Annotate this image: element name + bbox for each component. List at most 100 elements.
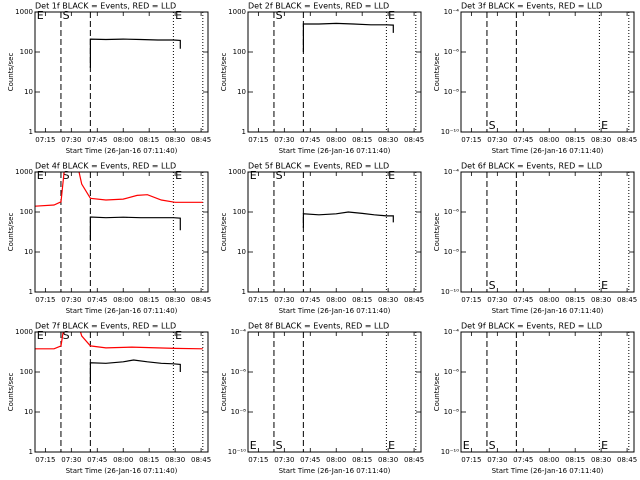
x-tick-label: 07:15 — [461, 296, 481, 304]
x-tick-label: 07:45 — [87, 296, 107, 304]
x-tick-label: 07:30 — [61, 136, 81, 144]
x-tick-label: 08:15 — [139, 456, 159, 464]
x-tick-label: 07:45 — [300, 456, 320, 464]
panel: Det 9f BLACK = Events, RED = LLD Start Ti… — [433, 322, 637, 476]
annotation: E — [175, 329, 182, 342]
x-tick-label: 08:15 — [565, 456, 585, 464]
x-tick-label: 08:00 — [539, 456, 559, 464]
y-axis-label: Counts/sec — [7, 213, 15, 252]
annotation: E — [250, 169, 257, 182]
x-tick-label: 07:15 — [248, 136, 268, 144]
y-tick-label: 10⁻¹⁰ — [441, 288, 459, 296]
annotation: S — [63, 329, 70, 342]
x-tick-label: 08:15 — [139, 136, 159, 144]
y-tick-label: 10⁻⁶ — [231, 368, 247, 376]
x-tick-label: 08:15 — [352, 296, 372, 304]
x-tick-label: 08:45 — [617, 456, 637, 464]
x-tick-label: 07:30 — [274, 296, 294, 304]
y-axis-label: Counts/sec — [220, 373, 228, 412]
x-tick-label: 08:15 — [565, 296, 585, 304]
x-tick-label: 07:45 — [87, 136, 107, 144]
x-tick-label: 07:30 — [487, 456, 507, 464]
y-axis-label: Counts/sec — [433, 53, 441, 92]
x-tick-label: 08:00 — [326, 456, 346, 464]
x-axis-label: Start Time (26-Jan-16 07:11:40) — [492, 467, 604, 475]
panel: Det 8f BLACK = Events, RED = LLD Start Ti… — [220, 322, 424, 476]
plot-frame — [460, 171, 635, 293]
panel: Det 7f BLACK = Events, RED = LLD Start Ti… — [7, 322, 211, 476]
series-line — [35, 172, 203, 207]
x-tick-label: 07:30 — [274, 136, 294, 144]
x-tick-label: 08:30 — [165, 456, 185, 464]
x-tick-label: 08:15 — [139, 296, 159, 304]
x-tick-label: 08:00 — [539, 296, 559, 304]
x-tick-label: 08:30 — [591, 296, 611, 304]
x-tick-label: 07:30 — [487, 296, 507, 304]
y-axis-label: Counts/sec — [7, 373, 15, 412]
y-axis-label: Counts/sec — [220, 213, 228, 252]
plot-frame — [460, 11, 635, 133]
x-tick-label: 08:00 — [326, 296, 346, 304]
x-tick-label: 08:45 — [617, 136, 637, 144]
x-tick-label: 08:15 — [352, 456, 372, 464]
y-tick-label: 100 — [233, 208, 246, 216]
x-axis-label: Start Time (26-Jan-16 07:11:40) — [492, 307, 604, 315]
x-tick-label: 08:45 — [191, 136, 211, 144]
x-tick-label: 08:15 — [352, 136, 372, 144]
y-tick-label: 1 — [242, 128, 246, 136]
annotation: S — [276, 439, 283, 452]
x-axis-label: Start Time (26-Jan-16 07:11:40) — [279, 467, 391, 475]
x-tick-label: 08:00 — [326, 136, 346, 144]
x-axis-label: Start Time (26-Jan-16 07:11:40) — [492, 147, 604, 155]
y-tick-label: 10 — [237, 248, 246, 256]
panel: Det 6f BLACK = Events, RED = LLD Start Ti… — [433, 162, 637, 316]
y-tick-label: 10⁻⁴ — [444, 168, 460, 176]
x-axis-label: Start Time (26-Jan-16 07:11:40) — [279, 307, 391, 315]
y-tick-label: 10⁻¹⁰ — [228, 448, 246, 456]
annotation: E — [601, 279, 608, 292]
annotation: S — [63, 169, 70, 182]
x-tick-label: 07:15 — [461, 456, 481, 464]
y-axis-label: Counts/sec — [433, 213, 441, 252]
y-tick-label: 10⁻⁴ — [444, 328, 460, 336]
x-tick-label: 08:45 — [191, 456, 211, 464]
y-tick-label: 10⁻⁸ — [444, 408, 460, 416]
y-tick-label: 1000 — [15, 8, 33, 16]
x-tick-label: 07:45 — [87, 456, 107, 464]
y-tick-label: 100 — [20, 208, 33, 216]
panel-title: Det 5f BLACK = Events, RED = LLD — [248, 162, 389, 171]
y-axis-label: Counts/sec — [433, 373, 441, 412]
x-tick-label: 07:45 — [513, 296, 533, 304]
plot-frame — [247, 171, 422, 293]
y-tick-label: 10⁻¹⁰ — [441, 448, 459, 456]
annotation: S — [489, 439, 496, 452]
y-tick-label: 10⁻⁸ — [444, 248, 460, 256]
x-axis-label: Start Time (26-Jan-16 07:11:40) — [66, 467, 178, 475]
y-tick-label: 100 — [20, 368, 33, 376]
x-tick-label: 07:45 — [300, 136, 320, 144]
x-tick-label: 07:15 — [248, 296, 268, 304]
y-tick-label: 1 — [242, 288, 246, 296]
panel: Det 5f BLACK = Events, RED = LLD Start Ti… — [220, 162, 424, 316]
x-tick-label: 08:30 — [378, 456, 398, 464]
panel: Det 4f BLACK = Events, RED = LLD Start Ti… — [7, 162, 211, 316]
x-tick-label: 08:45 — [404, 136, 424, 144]
annotation: E — [601, 119, 608, 132]
panel-title: Det 4f BLACK = Events, RED = LLD — [35, 162, 176, 171]
series-line — [89, 359, 181, 384]
y-tick-label: 10⁻⁴ — [444, 8, 460, 16]
x-tick-label: 08:00 — [113, 136, 133, 144]
plot-frame — [34, 331, 209, 453]
panel-title: Det 7f BLACK = Events, RED = LLD — [35, 322, 176, 331]
series-line — [35, 332, 203, 350]
y-tick-label: 1 — [29, 288, 33, 296]
annotation: S — [276, 169, 283, 182]
annotation: S — [489, 119, 496, 132]
annotation: E — [175, 9, 182, 22]
y-tick-label: 10 — [24, 88, 33, 96]
y-tick-label: 10⁻⁸ — [231, 408, 247, 416]
x-axis-label: Start Time (26-Jan-16 07:11:40) — [279, 147, 391, 155]
annotation: E — [37, 329, 44, 342]
y-tick-label: 10 — [24, 248, 33, 256]
